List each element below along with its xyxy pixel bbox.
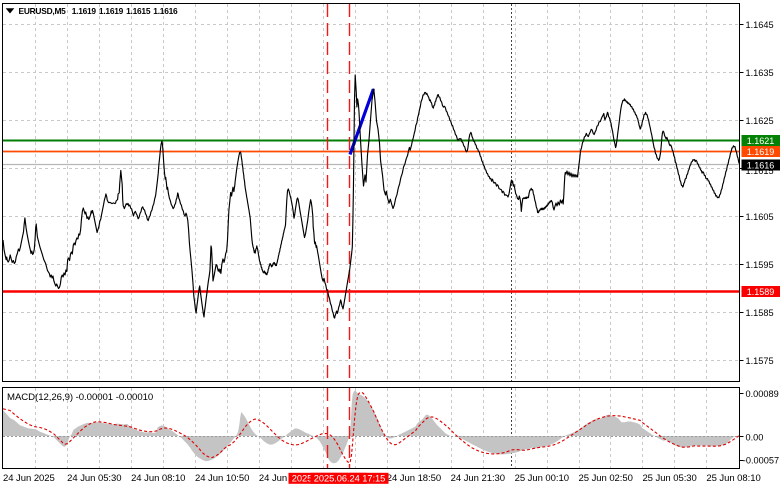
svg-text:1.1605: 1.1605 xyxy=(746,212,774,222)
svg-text:1.1645: 1.1645 xyxy=(746,20,774,30)
svg-text:2025.06.24 17:15: 2025.06.24 17:15 xyxy=(314,473,386,483)
svg-text:24 Jun 05:30: 24 Jun 05:30 xyxy=(67,473,121,484)
svg-text:1.1635: 1.1635 xyxy=(746,68,774,78)
svg-text:0.00: 0.00 xyxy=(746,433,764,443)
svg-text:0.00089: 0.00089 xyxy=(746,389,779,399)
svg-text:EURUSD,M5 1.1619 1.1619 1.161: EURUSD,M5 1.1619 1.1619 1.1615 1.1616 xyxy=(19,6,179,16)
svg-text:24 Jun 18:50: 24 Jun 18:50 xyxy=(387,473,441,484)
svg-text:1.1589: 1.1589 xyxy=(747,287,775,297)
svg-text:MACD(12,26,9) -0.00001 -0.0001: MACD(12,26,9) -0.00001 -0.00010 xyxy=(7,392,153,403)
svg-text:1.1619: 1.1619 xyxy=(747,147,775,157)
svg-text:24 Jun 13:30: 24 Jun 13:30 xyxy=(259,473,313,484)
svg-text:25 Jun 02:50: 25 Jun 02:50 xyxy=(579,473,633,484)
svg-text:-0.00057: -0.00057 xyxy=(743,456,779,466)
svg-text:1.1616: 1.1616 xyxy=(747,160,775,170)
svg-text:1.1575: 1.1575 xyxy=(746,356,774,366)
svg-text:1.1585: 1.1585 xyxy=(746,308,774,318)
svg-text:24 Jun 10:50: 24 Jun 10:50 xyxy=(195,473,249,484)
svg-text:1.1615: 1.1615 xyxy=(746,166,774,176)
svg-text:1.1621: 1.1621 xyxy=(747,136,775,146)
svg-text:25 Jun 05:30: 25 Jun 05:30 xyxy=(642,473,696,484)
svg-text:24 Jun 21:30: 24 Jun 21:30 xyxy=(451,473,505,484)
svg-text:25 Jun 00:10: 25 Jun 00:10 xyxy=(515,473,569,484)
svg-text:25 Jun 08:10: 25 Jun 08:10 xyxy=(706,473,760,484)
svg-text:1.1595: 1.1595 xyxy=(746,260,774,270)
svg-text:24 Jun 08:10: 24 Jun 08:10 xyxy=(131,473,185,484)
svg-text:24 Jun 2025: 24 Jun 2025 xyxy=(3,473,55,484)
svg-text:1.1625: 1.1625 xyxy=(746,116,774,126)
